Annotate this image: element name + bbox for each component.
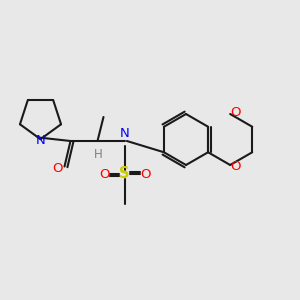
Text: S: S (119, 167, 130, 182)
Text: N: N (120, 127, 129, 140)
Text: N: N (36, 134, 45, 147)
Text: O: O (99, 167, 110, 181)
Text: O: O (230, 160, 241, 173)
Text: H: H (94, 148, 103, 161)
Text: O: O (53, 162, 63, 176)
Text: O: O (140, 167, 151, 181)
Text: O: O (230, 106, 241, 119)
